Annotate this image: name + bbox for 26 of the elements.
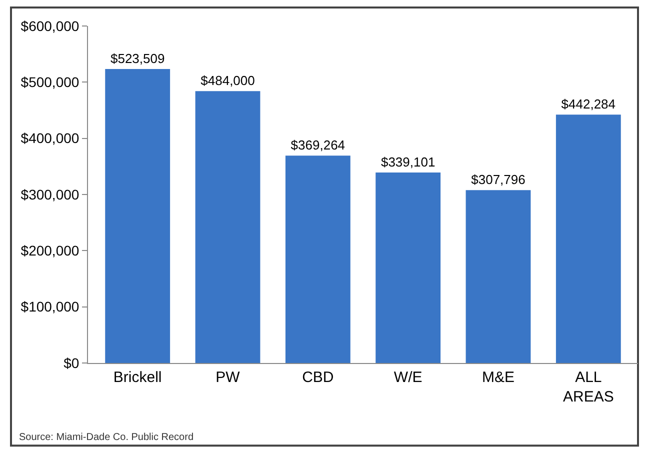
data-label: $442,284 <box>561 96 616 112</box>
y-tick-label: $600,000 <box>20 18 80 34</box>
data-label: $484,000 <box>200 73 255 88</box>
bar <box>376 172 441 363</box>
data-label: $369,264 <box>290 138 346 153</box>
x-tick-label: CBD <box>302 369 334 386</box>
source-note: Source: Miami-Dade Co. Public Record <box>19 432 194 443</box>
x-tick-label: W/E <box>394 369 422 386</box>
data-label: $339,101 <box>380 154 436 170</box>
y-tick-label: $0 <box>64 354 80 371</box>
y-tick-label: $100,000 <box>20 298 80 315</box>
x-tick-label: Brickell <box>113 369 162 386</box>
x-tick-label: PW <box>216 369 241 386</box>
bar <box>556 114 621 363</box>
bar <box>466 190 531 363</box>
y-tick-label: $500,000 <box>20 74 80 90</box>
y-tick-label: $300,000 <box>20 186 80 202</box>
bar <box>195 91 260 363</box>
data-label: $523,509 <box>110 50 165 66</box>
y-tick-label: $200,000 <box>20 242 80 259</box>
bar <box>285 156 350 363</box>
x-tick-label: ALL AREAS <box>562 369 614 406</box>
data-label: $307,796 <box>471 172 526 188</box>
y-tick-label: $400,000 <box>20 130 80 146</box>
bar <box>105 68 170 363</box>
x-tick-label: M&E <box>482 369 515 386</box>
